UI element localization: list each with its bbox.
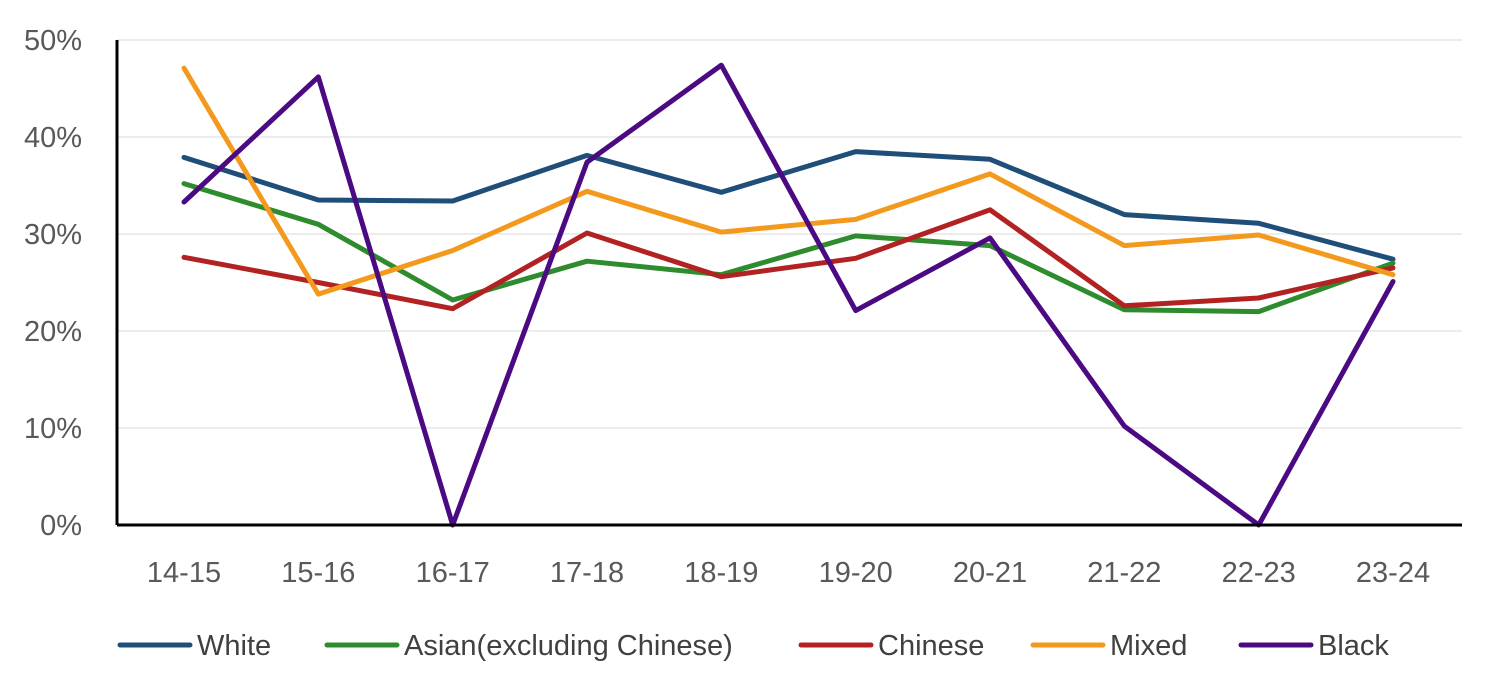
gridlines <box>117 39 1462 429</box>
y-tick-label: 20% <box>24 316 82 348</box>
legend: White Asian(excluding Chinese) Chinese Mixe… <box>117 630 1389 662</box>
legend-label: Black <box>1318 630 1389 662</box>
y-tick-label: 0% <box>40 510 82 542</box>
series-line-white <box>181 149 1396 262</box>
legend-item-white: White <box>117 630 271 662</box>
legend-label: Mixed <box>1110 630 1187 662</box>
x-tick-label: 17-18 <box>550 557 624 589</box>
x-tick-label: 22-23 <box>1222 557 1296 589</box>
y-tick-label: 10% <box>24 413 82 445</box>
x-tick-label: 19-20 <box>819 557 893 589</box>
series-line-mixed <box>181 65 1396 297</box>
x-tick-label: 14-15 <box>147 557 221 589</box>
legend-item-mixed: Mixed <box>1030 630 1187 662</box>
legend-label: Chinese <box>878 630 984 662</box>
legend-item-black: Black <box>1238 630 1389 662</box>
legend-label: Asian(excluding Chinese) <box>404 630 733 662</box>
y-tick-label: 50% <box>24 25 82 57</box>
y-axis-ticks: 0% 10% 20% 30% 40% 50% <box>24 25 82 542</box>
y-tick-label: 30% <box>24 219 82 251</box>
x-tick-label: 15-16 <box>281 557 355 589</box>
legend-item-asian-excluding-chinese: Asian(excluding Chinese) <box>324 630 733 662</box>
y-tick-label: 40% <box>24 122 82 154</box>
x-tick-label: 21-22 <box>1087 557 1161 589</box>
x-tick-label: 20-21 <box>953 557 1027 589</box>
series-line-black <box>181 62 1396 528</box>
x-tick-label: 16-17 <box>416 557 490 589</box>
x-tick-label: 18-19 <box>684 557 758 589</box>
legend-label: White <box>197 630 271 662</box>
axes <box>115 40 1462 527</box>
x-axis-ticks: 14-15 15-16 16-17 17-18 18-19 19-20 20-21 21-22… <box>147 557 1430 589</box>
series-line-asian-excluding-chinese <box>181 181 1396 315</box>
legend-item-chinese: Chinese <box>798 630 984 662</box>
series-lines <box>181 62 1396 528</box>
x-tick-label: 23-24 <box>1356 557 1430 589</box>
